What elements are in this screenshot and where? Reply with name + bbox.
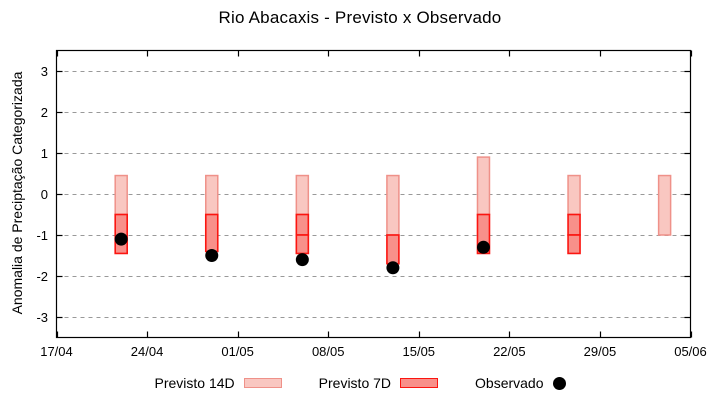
y-tick-label: -1 [36, 228, 48, 243]
previsto-14d-bar [205, 174, 219, 216]
x-tick-label: 24/04 [131, 344, 164, 359]
y-tick-label: 3 [41, 64, 48, 79]
x-tick-label: 01/05 [221, 344, 254, 359]
y-tick-label: 1 [41, 146, 48, 161]
previsto-14d-bar [295, 174, 310, 216]
previsto-7d-bar [567, 234, 581, 255]
y-tick-label: 0 [41, 187, 48, 202]
previsto-14d-bar [567, 174, 581, 216]
x-tick-label: 29/05 [584, 344, 617, 359]
previsto-7d-bar [295, 213, 310, 236]
previsto-7d-bar [386, 234, 400, 265]
chart-title: Rio Abacaxis - Previsto x Observado [218, 8, 502, 27]
x-tick-label: 08/05 [312, 344, 345, 359]
previsto-14d-swatch [243, 378, 282, 388]
observado-dot [114, 232, 128, 246]
previsto-14d-bar [386, 174, 400, 236]
previsto-7d-swatch [400, 378, 439, 388]
legend-label-previsto-14d: Previsto 14D [154, 375, 235, 391]
legend-label-observado: Observado [475, 375, 544, 391]
x-tick-label: 05/06 [674, 344, 707, 359]
chart-legend: Previsto 14D Previsto 7D Observado [0, 375, 720, 391]
previsto-7d-bar [204, 213, 219, 253]
observado-dot [386, 261, 400, 275]
y-tick-label: 2 [41, 105, 48, 120]
x-tick-label: 15/05 [403, 344, 436, 359]
legend-item-previsto-7d: Previsto 7D [318, 375, 439, 391]
observado-dot [295, 253, 309, 267]
previsto-7d-bar [295, 234, 310, 255]
observado-dot [476, 240, 490, 254]
previsto-14d-bar [657, 174, 672, 236]
y-tick-label: -3 [36, 310, 48, 325]
legend-item-observado: Observado [475, 375, 566, 391]
x-tick-label: 22/05 [493, 344, 526, 359]
legend-item-previsto-14d: Previsto 14D [155, 375, 282, 391]
y-tick-label: -2 [36, 269, 48, 284]
previsto-14d-bar [114, 174, 128, 216]
observado-dot [205, 249, 219, 262]
observado-swatch-dot [552, 376, 566, 390]
legend-label-previsto-7d: Previsto 7D [318, 375, 392, 391]
x-tick-label: 17/04 [40, 344, 73, 359]
previsto-7d-bar [567, 213, 581, 236]
previsto-14d-bar [476, 156, 491, 216]
